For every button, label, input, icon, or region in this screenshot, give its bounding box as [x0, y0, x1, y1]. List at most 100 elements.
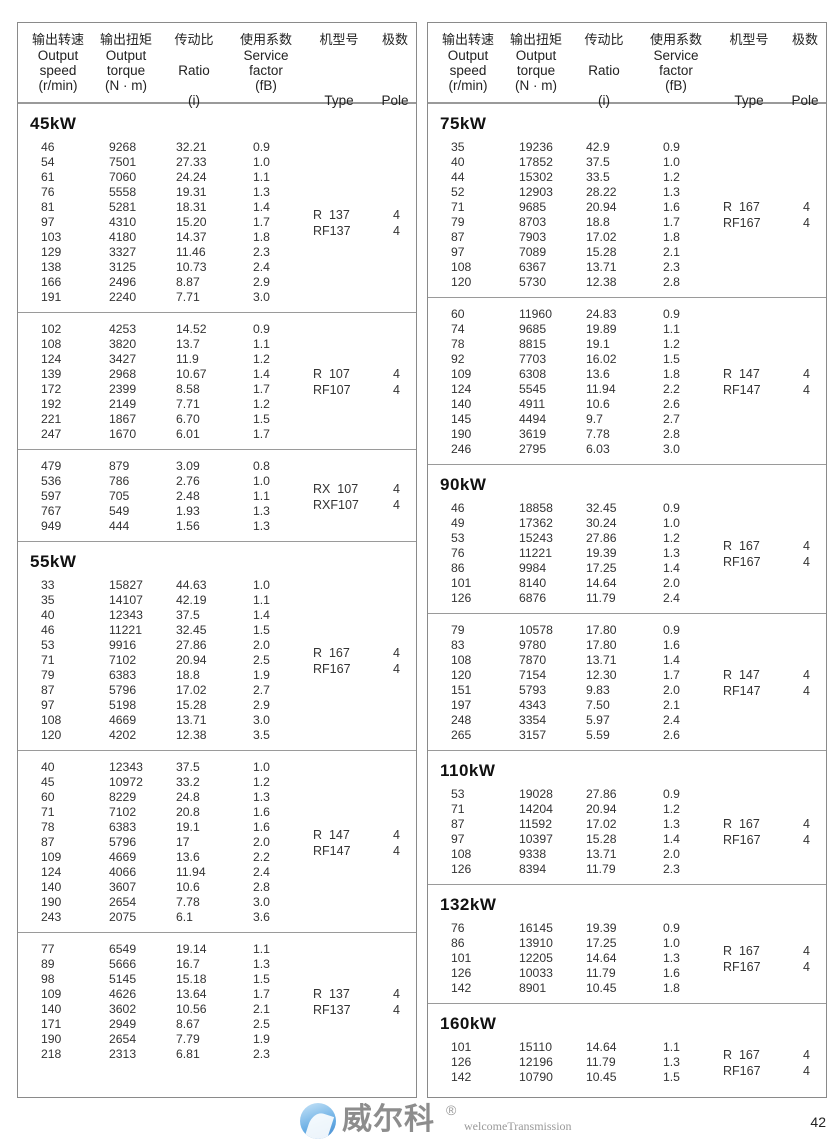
torque-cell: 705 [109, 489, 130, 503]
power-rating: 132kW [440, 895, 497, 914]
service-factor-cell: 1.2 [663, 170, 680, 184]
service-factor-cell: 1.4 [253, 367, 270, 381]
ratio-cell: 32.45 [176, 623, 207, 637]
speed-cell: 142 [451, 1070, 472, 1084]
pole-count: 4 [393, 987, 400, 1001]
header-en: Pole [791, 93, 819, 108]
header-cn: 极数 [791, 32, 818, 47]
table-row: 103 4180 14.37 1.8 [18, 230, 416, 245]
header-en: (r/min) [38, 78, 78, 93]
header-cn: 传动比 [584, 32, 624, 47]
speed-cell: 76 [451, 546, 465, 560]
ratio-cell: 5.97 [586, 713, 610, 727]
torque-cell: 5198 [109, 698, 137, 712]
speed-cell: 172 [41, 382, 62, 396]
speed-cell: 145 [451, 412, 472, 426]
ratio-cell: 27.86 [586, 531, 617, 545]
power-block: 110kW 53 19028 27.86 0.9 71 14204 20.94 1.2 87 115… [428, 751, 826, 885]
table-row: 120 7154 12.30 1.7 [428, 668, 826, 683]
pole-count: 4 [393, 497, 400, 512]
speed-cell: 190 [41, 895, 62, 909]
pole-count: 4 [393, 843, 400, 858]
speed-cell: 71 [451, 200, 465, 214]
model-type: R 167 4 RF167 4 [723, 199, 823, 231]
type-line: R 167 4 [723, 538, 823, 554]
torque-cell: 2654 [109, 1032, 137, 1046]
service-factor-cell: 1.2 [253, 352, 270, 366]
torque-cell: 2075 [109, 910, 137, 924]
speed-cell: 120 [451, 668, 472, 682]
type-code: R 147 [723, 668, 760, 682]
header-col: 机型号 Type [721, 32, 777, 108]
table-row: 126 10033 11.79 1.6 [428, 966, 826, 981]
speed-cell: 97 [451, 245, 465, 259]
torque-cell: 15827 [109, 578, 143, 592]
table-row: 46 18858 32.45 0.9 [428, 501, 826, 516]
header-cn: 输出扭矩 [99, 32, 152, 47]
ratio-cell: 19.39 [586, 921, 617, 935]
header-en: Pole [381, 93, 409, 108]
service-factor-cell: 2.5 [253, 653, 270, 667]
table-row: 120 5730 12.38 2.8 [428, 275, 826, 290]
service-factor-cell: 1.3 [663, 1055, 680, 1069]
torque-cell: 9338 [519, 847, 547, 861]
header-en [311, 63, 367, 78]
torque-cell: 8394 [519, 862, 547, 876]
ratio-cell: 7.79 [176, 1032, 200, 1046]
service-factor-cell: 2.4 [663, 713, 680, 727]
power-block: 102 4253 14.52 0.9 108 3820 13.7 1.1 124 3427 11.9… [18, 313, 416, 450]
ratio-cell: 11.79 [586, 591, 616, 605]
table-row: 109 6308 13.6 1.8 [428, 367, 826, 382]
speed-cell: 78 [41, 820, 55, 834]
type-code: RF167 [723, 216, 761, 230]
torque-cell: 3820 [109, 337, 137, 351]
service-factor-cell: 0.9 [663, 787, 680, 801]
table-row: 45 10972 33.2 1.2 [18, 775, 416, 790]
table-header: 输出转速 Output speed (r/min) 输出扭矩 Output torque (N… [428, 23, 826, 108]
service-factor-cell: 1.7 [663, 668, 680, 682]
type-code: R 107 [313, 367, 350, 381]
service-factor-cell: 2.4 [253, 260, 270, 274]
model-type: R 167 4 RF167 4 [723, 943, 823, 975]
header-en: Service [243, 48, 289, 63]
header-en: factor [659, 63, 693, 78]
service-factor-cell: 1.8 [663, 367, 680, 381]
service-factor-cell: 0.9 [663, 501, 680, 515]
ratio-cell: 7.71 [176, 290, 200, 304]
header-en [721, 63, 777, 78]
service-factor-cell: 2.6 [663, 397, 680, 411]
model-type: R 167 4 RF167 4 [723, 1047, 823, 1079]
table-row: 192 2149 7.71 1.2 [18, 397, 416, 412]
speed-cell: 77 [41, 942, 55, 956]
table-row: 126 8394 11.79 2.3 [428, 862, 826, 877]
ratio-cell: 13.71 [586, 653, 617, 667]
page-number: 42 [810, 1114, 826, 1130]
torque-cell: 7102 [109, 653, 137, 667]
type-line: RF147 4 [313, 843, 413, 859]
table-row: 79 10578 17.80 0.9 [428, 623, 826, 638]
torque-cell: 15110 [519, 1040, 552, 1054]
model-type: RX 107 4 RXF107 4 [313, 481, 413, 513]
service-factor-cell: 1.7 [253, 382, 270, 396]
table-row: 35 14107 42.19 1.1 [18, 593, 416, 608]
service-factor-cell: 0.9 [663, 921, 680, 935]
ratio-cell: 20.8 [176, 805, 200, 819]
table-row: 190 2654 7.79 1.9 [18, 1032, 416, 1047]
type-line: R 167 4 [723, 816, 823, 832]
speed-cell: 76 [41, 185, 55, 199]
header-en [721, 48, 777, 63]
table-row: 49 17362 30.24 1.0 [428, 516, 826, 531]
type-code: RXF107 [313, 497, 359, 512]
service-factor-cell: 1.7 [663, 215, 680, 229]
header-en [787, 78, 823, 93]
ratio-cell: 18.8 [176, 668, 200, 682]
table-row: 221 1867 6.70 1.5 [18, 412, 416, 427]
model-type: R 167 4 RF167 4 [313, 645, 413, 677]
service-factor-cell: 1.0 [663, 516, 680, 530]
table-row: 81 5281 18.31 1.4 [18, 200, 416, 215]
ratio-cell: 20.94 [586, 802, 617, 816]
ratio-cell: 19.1 [176, 820, 200, 834]
speed-cell: 40 [41, 608, 55, 622]
ratio-cell: 16.02 [586, 352, 617, 366]
service-factor-cell: 2.4 [663, 591, 680, 605]
